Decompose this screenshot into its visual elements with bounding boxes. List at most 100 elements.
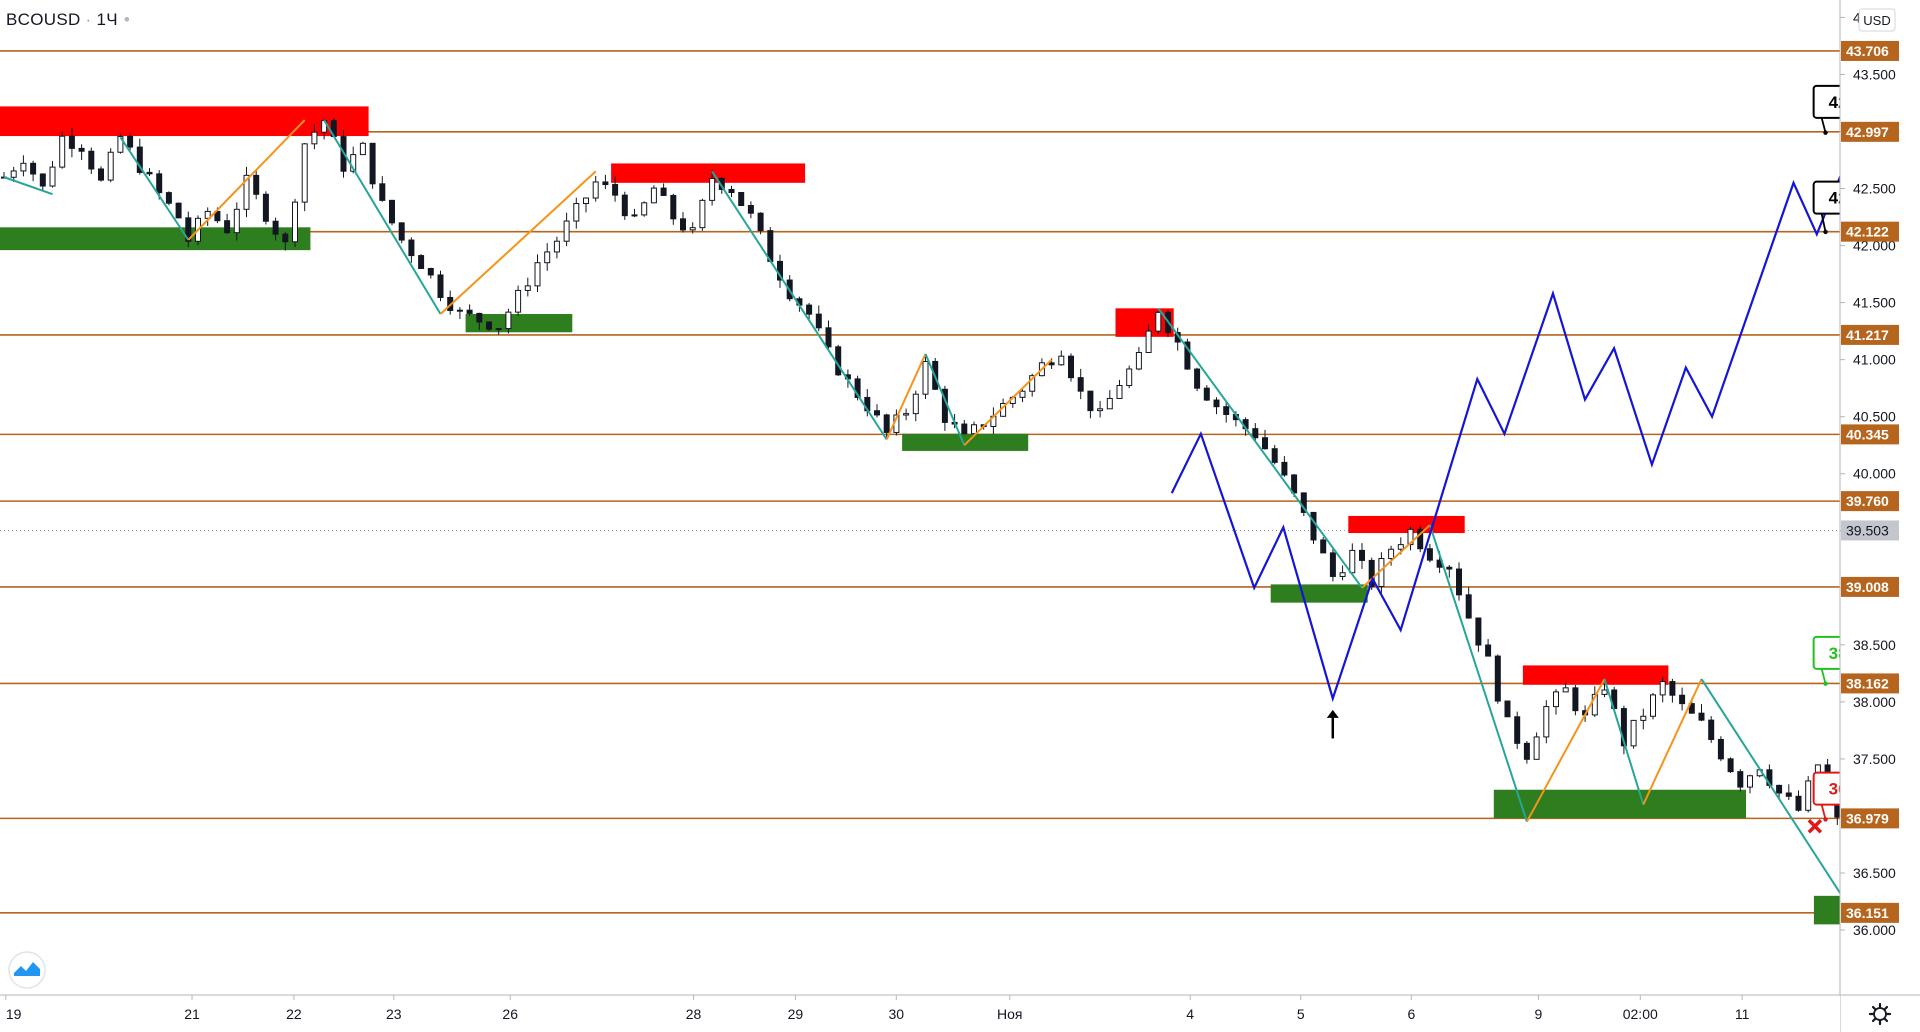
time-scale[interactable] (0, 995, 1840, 1032)
candle-body (408, 239, 415, 257)
candle-body (1300, 492, 1307, 513)
x-tick-label: 11 (1735, 1006, 1750, 1022)
candle (1077, 368, 1084, 400)
candle (1679, 687, 1686, 711)
candle (631, 208, 638, 218)
candle (660, 183, 667, 196)
price-level-tag-text: 39.008 (1846, 579, 1889, 595)
candle-body (1388, 548, 1395, 560)
candle (68, 127, 75, 158)
candle-body (68, 135, 75, 149)
candle-body (1135, 351, 1142, 370)
price-level-tag: 41.217 (1841, 324, 1899, 345)
price-scale[interactable] (1840, 0, 1920, 1032)
y-tick-label: 41.500 (1853, 295, 1896, 311)
current-price-tag-text: 39.503 (1846, 522, 1889, 538)
swing-leg-down (119, 136, 190, 241)
candle-body (1485, 644, 1492, 657)
candle (1252, 423, 1259, 442)
candle (738, 192, 745, 207)
candle (1785, 784, 1792, 800)
price-level-tag-bg (1841, 902, 1899, 923)
candle-body (544, 251, 551, 264)
candle (1329, 548, 1336, 582)
swing-leg-up (963, 358, 1053, 446)
price-level-tag-bg (1841, 221, 1899, 242)
currency-badge[interactable]: USD (1858, 8, 1896, 32)
candle (1320, 537, 1327, 554)
candle-body (1262, 437, 1268, 450)
x-tick-label: 21 (184, 1006, 200, 1022)
candle-body (1397, 544, 1404, 550)
candle (1640, 708, 1647, 730)
candle-body (292, 201, 298, 243)
candle (563, 212, 570, 247)
candle (505, 308, 512, 334)
candle-body (301, 143, 308, 203)
price-level-tag: 39.760 (1841, 491, 1899, 512)
candle-body (670, 194, 677, 220)
candle (1087, 390, 1094, 419)
candle-body (1155, 311, 1162, 332)
price-level-tag: 36.151 (1841, 902, 1899, 923)
candle-body (1456, 568, 1462, 596)
price-level-tag-text: 42.997 (1846, 124, 1889, 140)
x-tick-label: 6 (1407, 1006, 1415, 1022)
candle (1727, 757, 1734, 773)
candle-body (524, 285, 531, 291)
gear-icon[interactable] (1868, 1002, 1892, 1026)
candle (1659, 676, 1666, 703)
candle-body (515, 289, 522, 313)
candle (699, 198, 706, 231)
candle-body (253, 174, 260, 195)
candle-body (39, 173, 46, 187)
candle (437, 270, 444, 302)
candle-body (680, 218, 686, 231)
candle (359, 141, 366, 156)
status-dot-icon: • (123, 10, 131, 29)
swing-leg-down (1603, 678, 1645, 805)
candle (1776, 784, 1783, 799)
candle-body (825, 327, 832, 348)
candle (1572, 684, 1579, 716)
candle (1533, 732, 1540, 760)
candle-body (573, 203, 580, 222)
candle-body (1126, 368, 1133, 387)
candle (1504, 700, 1511, 718)
candle-body (224, 220, 231, 234)
candle (1262, 429, 1268, 450)
candle-body (1630, 719, 1637, 747)
candle-body (156, 173, 163, 194)
x-tick-label: 23 (386, 1006, 402, 1022)
y-tick-label: 36.000 (1853, 922, 1896, 938)
candle-body (204, 210, 211, 219)
candle-body (1106, 397, 1113, 410)
symbol-header[interactable]: BCOUSD · 1Ч • (6, 10, 130, 30)
candle-body (427, 267, 434, 276)
y-tick-label: 40.500 (1853, 409, 1896, 425)
price-level-tag-text: 40.345 (1846, 426, 1889, 442)
candle (621, 191, 628, 220)
candle-body (1271, 448, 1278, 463)
tradingview-logo-icon[interactable] (8, 951, 46, 989)
candle-body (1795, 795, 1802, 811)
supply-zone (0, 106, 369, 137)
candle-body (1640, 715, 1647, 721)
candle (1795, 790, 1802, 812)
candle-body (1184, 341, 1191, 370)
candle (1523, 741, 1530, 764)
candle (1747, 774, 1753, 794)
x-tick-label: 26 (502, 1006, 518, 1022)
candle-body (1087, 390, 1094, 412)
candle (815, 305, 822, 332)
candle-body (1407, 528, 1414, 546)
candle (282, 231, 289, 251)
candle-body (747, 204, 754, 214)
candle (1126, 365, 1133, 389)
candle-body (971, 424, 977, 435)
candle-body (961, 423, 968, 435)
price-level-tag-bg (1841, 491, 1899, 512)
candle-body (903, 413, 910, 416)
swing-leg-up (187, 119, 306, 241)
